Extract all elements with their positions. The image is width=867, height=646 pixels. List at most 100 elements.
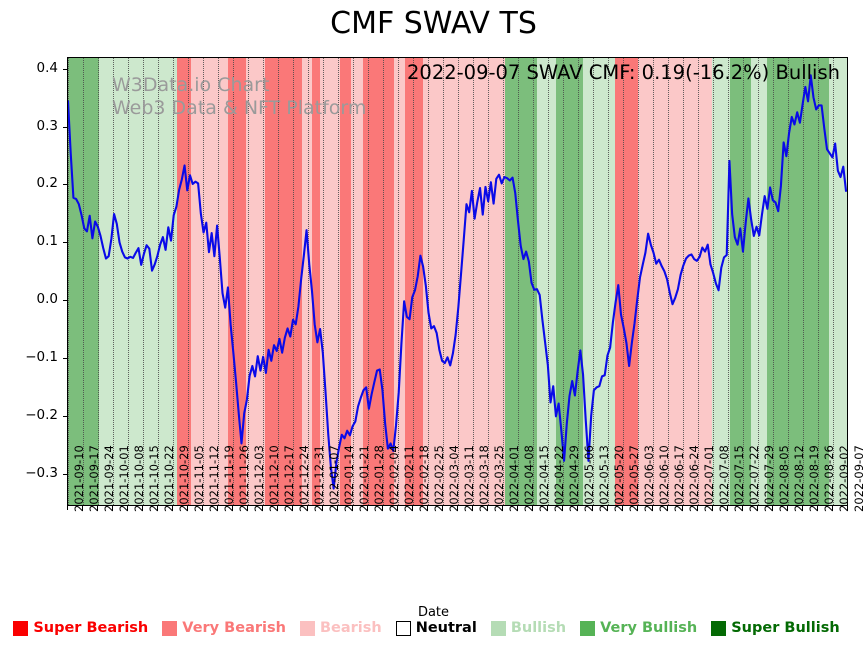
x-tick-mark [157,506,158,510]
x-tick-label: 2021-12-03 [252,445,266,512]
y-axis-label: SWAV CMF [0,163,1,232]
legend-item[interactable]: Neutral [395,620,477,636]
gridline [488,58,490,505]
x-tick-label: 2022-01-14 [342,445,356,512]
x-tick-mark [112,506,113,510]
y-tick-label: −0.2 [25,407,58,424]
x-tick-label: 2021-11-19 [222,445,236,512]
legend: Super Bearish Very Bearish Bearish Neutral B… [0,620,867,636]
gridline [518,58,520,505]
x-tick-mark [322,506,323,510]
gridline [758,58,760,505]
legend-item[interactable]: Bullish [490,620,567,636]
x-tick-mark [397,506,398,510]
y-tick-label: 0.1 [36,233,58,250]
x-tick-mark [547,506,548,510]
gridline [698,58,700,505]
legend-swatch [395,620,411,636]
legend-item[interactable]: Super Bearish [13,620,148,636]
x-tick-label: 2022-04-08 [522,445,536,512]
regime-band [228,58,247,505]
x-tick-label: 2022-03-18 [477,445,491,512]
x-tick-label: 2021-12-10 [267,445,281,512]
gridline [533,58,535,505]
gridline [323,58,325,505]
legend-item[interactable]: Bearish [299,620,382,636]
x-tick-mark [487,506,488,510]
legend-label: Very Bullish [600,620,698,636]
vertical-gridlines [68,58,847,505]
x-tick-label: 2021-12-24 [297,445,311,512]
gridline [623,58,625,505]
x-tick-mark [727,506,728,510]
y-tick-label: −0.1 [25,349,58,366]
x-tick-label: 2021-12-17 [282,445,296,512]
x-tick-label: 2021-10-08 [132,445,146,512]
y-tick-mark [63,68,67,70]
y-tick-mark [63,126,67,128]
x-tick-label: 2022-01-07 [327,445,341,512]
legend-swatch [13,620,29,636]
x-tick-mark [277,506,278,510]
x-tick-mark [412,506,413,510]
gridline [263,58,265,505]
y-tick-mark [63,184,67,186]
legend-label: Bullish [510,620,567,636]
x-axis-label: Date [417,605,450,620]
x-tick-mark [82,506,83,510]
legend-label: Neutral [415,620,477,636]
x-tick-label: 2022-05-27 [627,445,641,512]
x-tick-label: 2022-04-15 [537,445,551,512]
legend-label: Super Bearish [33,620,149,636]
x-tick-mark [667,506,668,510]
legend-item[interactable]: Very Bullish [580,620,697,636]
x-tick-label: 2022-08-19 [807,445,821,512]
x-tick-mark [772,506,773,510]
y-tick-label: 0.0 [36,291,58,308]
regime-band [638,58,713,505]
x-tick-mark [67,506,68,510]
regime-band [246,58,266,505]
chart-title: CMF SWAV TS [330,6,537,41]
legend-swatch [490,620,506,636]
legend-item[interactable]: Super Bullish [711,620,840,636]
x-tick-mark [232,506,233,510]
x-tick-mark [562,506,563,510]
series-line-svg [68,74,847,490]
x-tick-label: 2021-09-10 [72,445,86,512]
gridline [83,58,85,505]
gridline [608,58,610,505]
x-tick-label: 2022-06-10 [657,445,671,512]
gridline [743,58,745,505]
gridline [803,58,805,505]
gridline [578,58,580,505]
gridline [203,58,205,505]
x-tick-mark [427,506,428,510]
regime-band [712,58,731,505]
gridline [113,58,115,505]
legend-item[interactable]: Very Bearish [162,620,286,636]
legend-swatch [711,620,727,636]
gridline [398,58,400,505]
x-tick-label: 2022-08-12 [792,445,806,512]
x-tick-label: 2022-07-01 [702,445,716,512]
regime-bands [68,58,847,505]
plot-area: W3Data.io Chart Web3 Data & NFT Platform… [67,57,848,506]
x-tick-label: 2021-12-31 [312,445,326,512]
regime-band [614,58,639,505]
x-tick-label: 2021-11-05 [192,445,206,512]
x-tick-mark [622,506,623,510]
gridline [728,58,730,505]
gridline [683,58,685,505]
regime-band [730,58,752,505]
x-tick-mark [517,506,518,510]
x-tick-label: 2021-09-24 [102,445,116,512]
gridline [368,58,370,505]
regime-band [405,58,424,505]
y-tick-mark [63,416,67,418]
x-tick-label: 2022-04-01 [507,445,521,512]
x-tick-mark [187,506,188,510]
y-tick-mark [63,242,67,244]
y-tick-mark [63,300,67,302]
gridline [443,58,445,505]
